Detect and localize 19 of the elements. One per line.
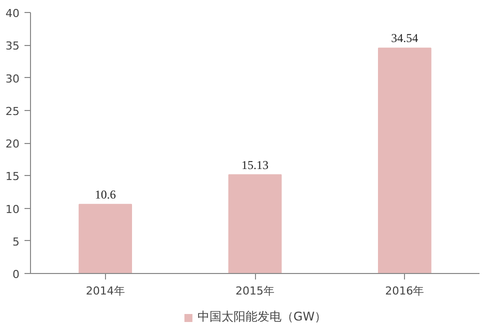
- y-tick-label: 25: [6, 104, 20, 118]
- x-tick-label: 2016年: [385, 284, 424, 298]
- y-tick-label: 5: [12, 235, 20, 248]
- data-label: 34.54: [391, 31, 418, 46]
- bar: [378, 48, 432, 274]
- y-tick-label: 10: [6, 202, 20, 216]
- y-tick-label: 0: [12, 268, 20, 281]
- y-tick-label: 35: [6, 40, 20, 53]
- data-label: 10.6: [94, 187, 116, 202]
- legend-label: 中国太阳能发电（GW）: [197, 308, 327, 326]
- x-tick-label: 2015年: [236, 284, 275, 298]
- bar: [78, 204, 132, 274]
- x-tick-label: 2014年: [86, 284, 125, 298]
- y-tick-label: 15: [6, 170, 20, 184]
- data-label: 15.13: [242, 158, 268, 172]
- bar: [228, 174, 282, 274]
- y-tick-label: 20: [6, 138, 20, 150]
- y-tick-label: 40: [6, 7, 20, 20]
- y-tick-label: 30: [6, 72, 20, 86]
